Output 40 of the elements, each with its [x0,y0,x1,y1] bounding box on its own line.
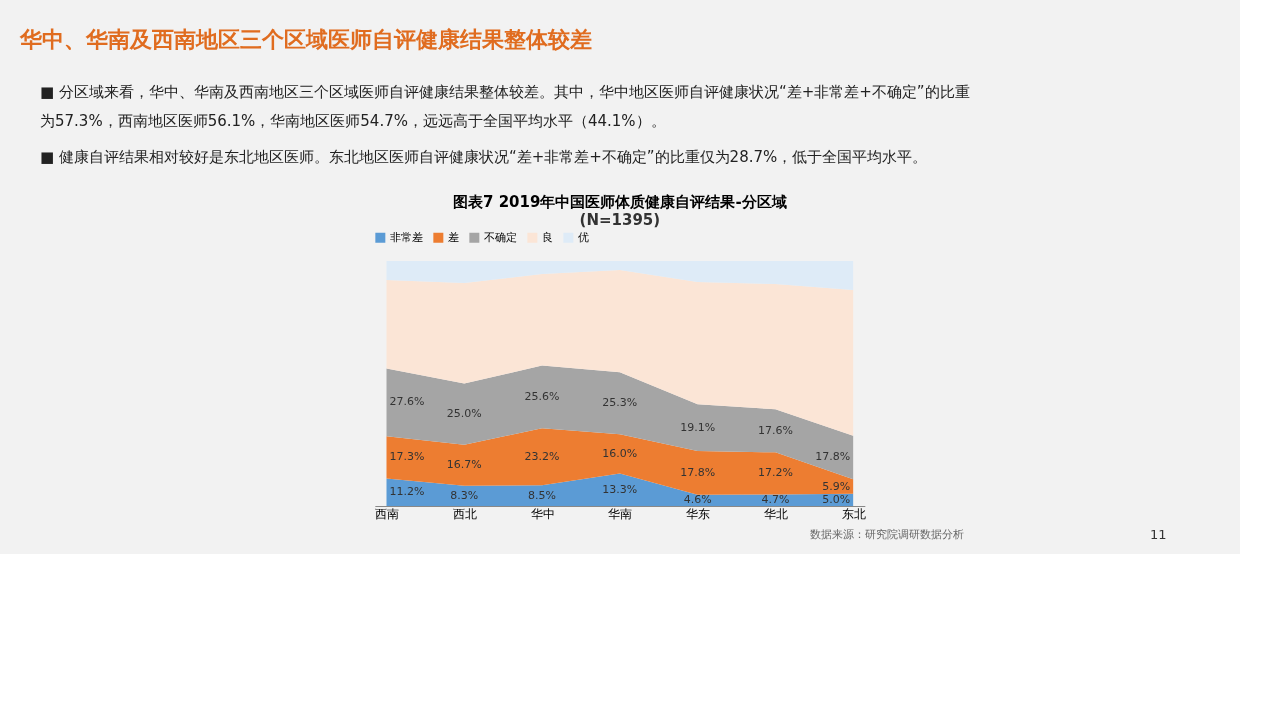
legend-label: 优 [577,230,589,244]
data-label: 16.7% [446,458,482,472]
data-label: 8.3% [450,488,479,502]
data-label: 27.6% [389,395,425,409]
text: ■ 分区域来看，华中、华南及西南地区三个区域医师自评健康结果整体较差。其中，华中地区医师自评健康状况“差+非常差+不确定”的比重为57.3%，西南地区医师56.1%，华南地区医师54.7%，远远高于全国平均水平（44.1%）。 [40,83,970,130]
x-tick-label: 华北 [763,506,788,521]
legend-label: 良 [541,230,553,244]
data-label: 17.3% [389,450,425,464]
x-tick-label: 华中 [530,506,555,521]
x-tick-label: 西南 [375,506,399,521]
data-label: 5.9% [822,479,851,493]
x-tick-label: 华东 [686,506,711,521]
data-label: 17.6% [757,423,793,437]
data-label: 17.8% [680,465,716,479]
x-tick-label: 西北 [452,506,477,521]
data-label: 25.6% [524,389,560,403]
data-label: 25.3% [602,396,638,410]
data-label: 16.0% [602,446,638,460]
data-label: 5.0% [822,492,851,506]
legend-label: 非常差 [389,230,423,244]
legend-label: 不确定 [483,230,517,244]
legend-label: 差 [447,230,459,244]
x-tick-label: 华南 [608,506,633,521]
chart-title: 图表7 2019年中国医师体质健康自评结果-分区域 [453,193,787,211]
data-label: 23.2% [524,449,560,463]
data-label: 4.7% [761,493,790,507]
data-label: 4.6% [683,493,712,507]
text: 11 [1150,527,1167,542]
data-label: 19.1% [680,420,716,434]
data-label: 13.3% [602,482,638,496]
text: ■ 健康自评结果相对较好是东北地区医师。东北地区医师自评健康状况“差+非常差+不确定”的比重仅为28.7%，低于全国平均水平。 [40,148,928,166]
source-note: 数据来源：研究院调研数据分析 [810,528,964,541]
data-label: 25.0% [446,407,482,421]
text: 华中、华南及西南地区三个区域医师自评健康结果整体较差 [19,27,592,52]
data-label: 11.2% [389,485,425,499]
data-label: 8.5% [528,488,557,502]
chart-subtitle: (N=1395) [579,211,661,229]
x-tick-label: 东北 [841,506,866,521]
data-label: 17.8% [815,450,851,464]
data-label: 17.2% [757,466,793,480]
